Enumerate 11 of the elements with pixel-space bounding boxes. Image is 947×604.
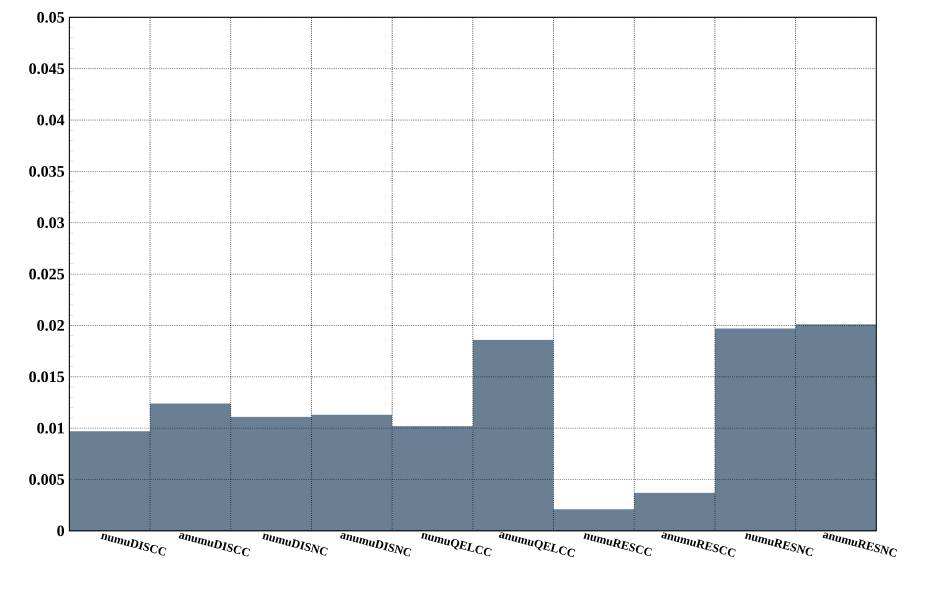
- y-tick-label: 0.015: [29, 371, 64, 382]
- y-tick-label: 0.045: [29, 63, 64, 74]
- y-tick-label: 0.035: [29, 166, 64, 177]
- y-tick-label: 0.02: [37, 320, 64, 331]
- y-tick-label: 0.05: [37, 12, 64, 23]
- y-tick-label: 0.005: [29, 474, 64, 485]
- y-tick-label: 0.025: [29, 268, 64, 280]
- y-tick-label: 0.01: [37, 422, 64, 434]
- y-tick-label: 0.04: [37, 114, 64, 126]
- y-tick-label: 0.03: [37, 217, 64, 228]
- y-tick-label: 0: [57, 525, 64, 536]
